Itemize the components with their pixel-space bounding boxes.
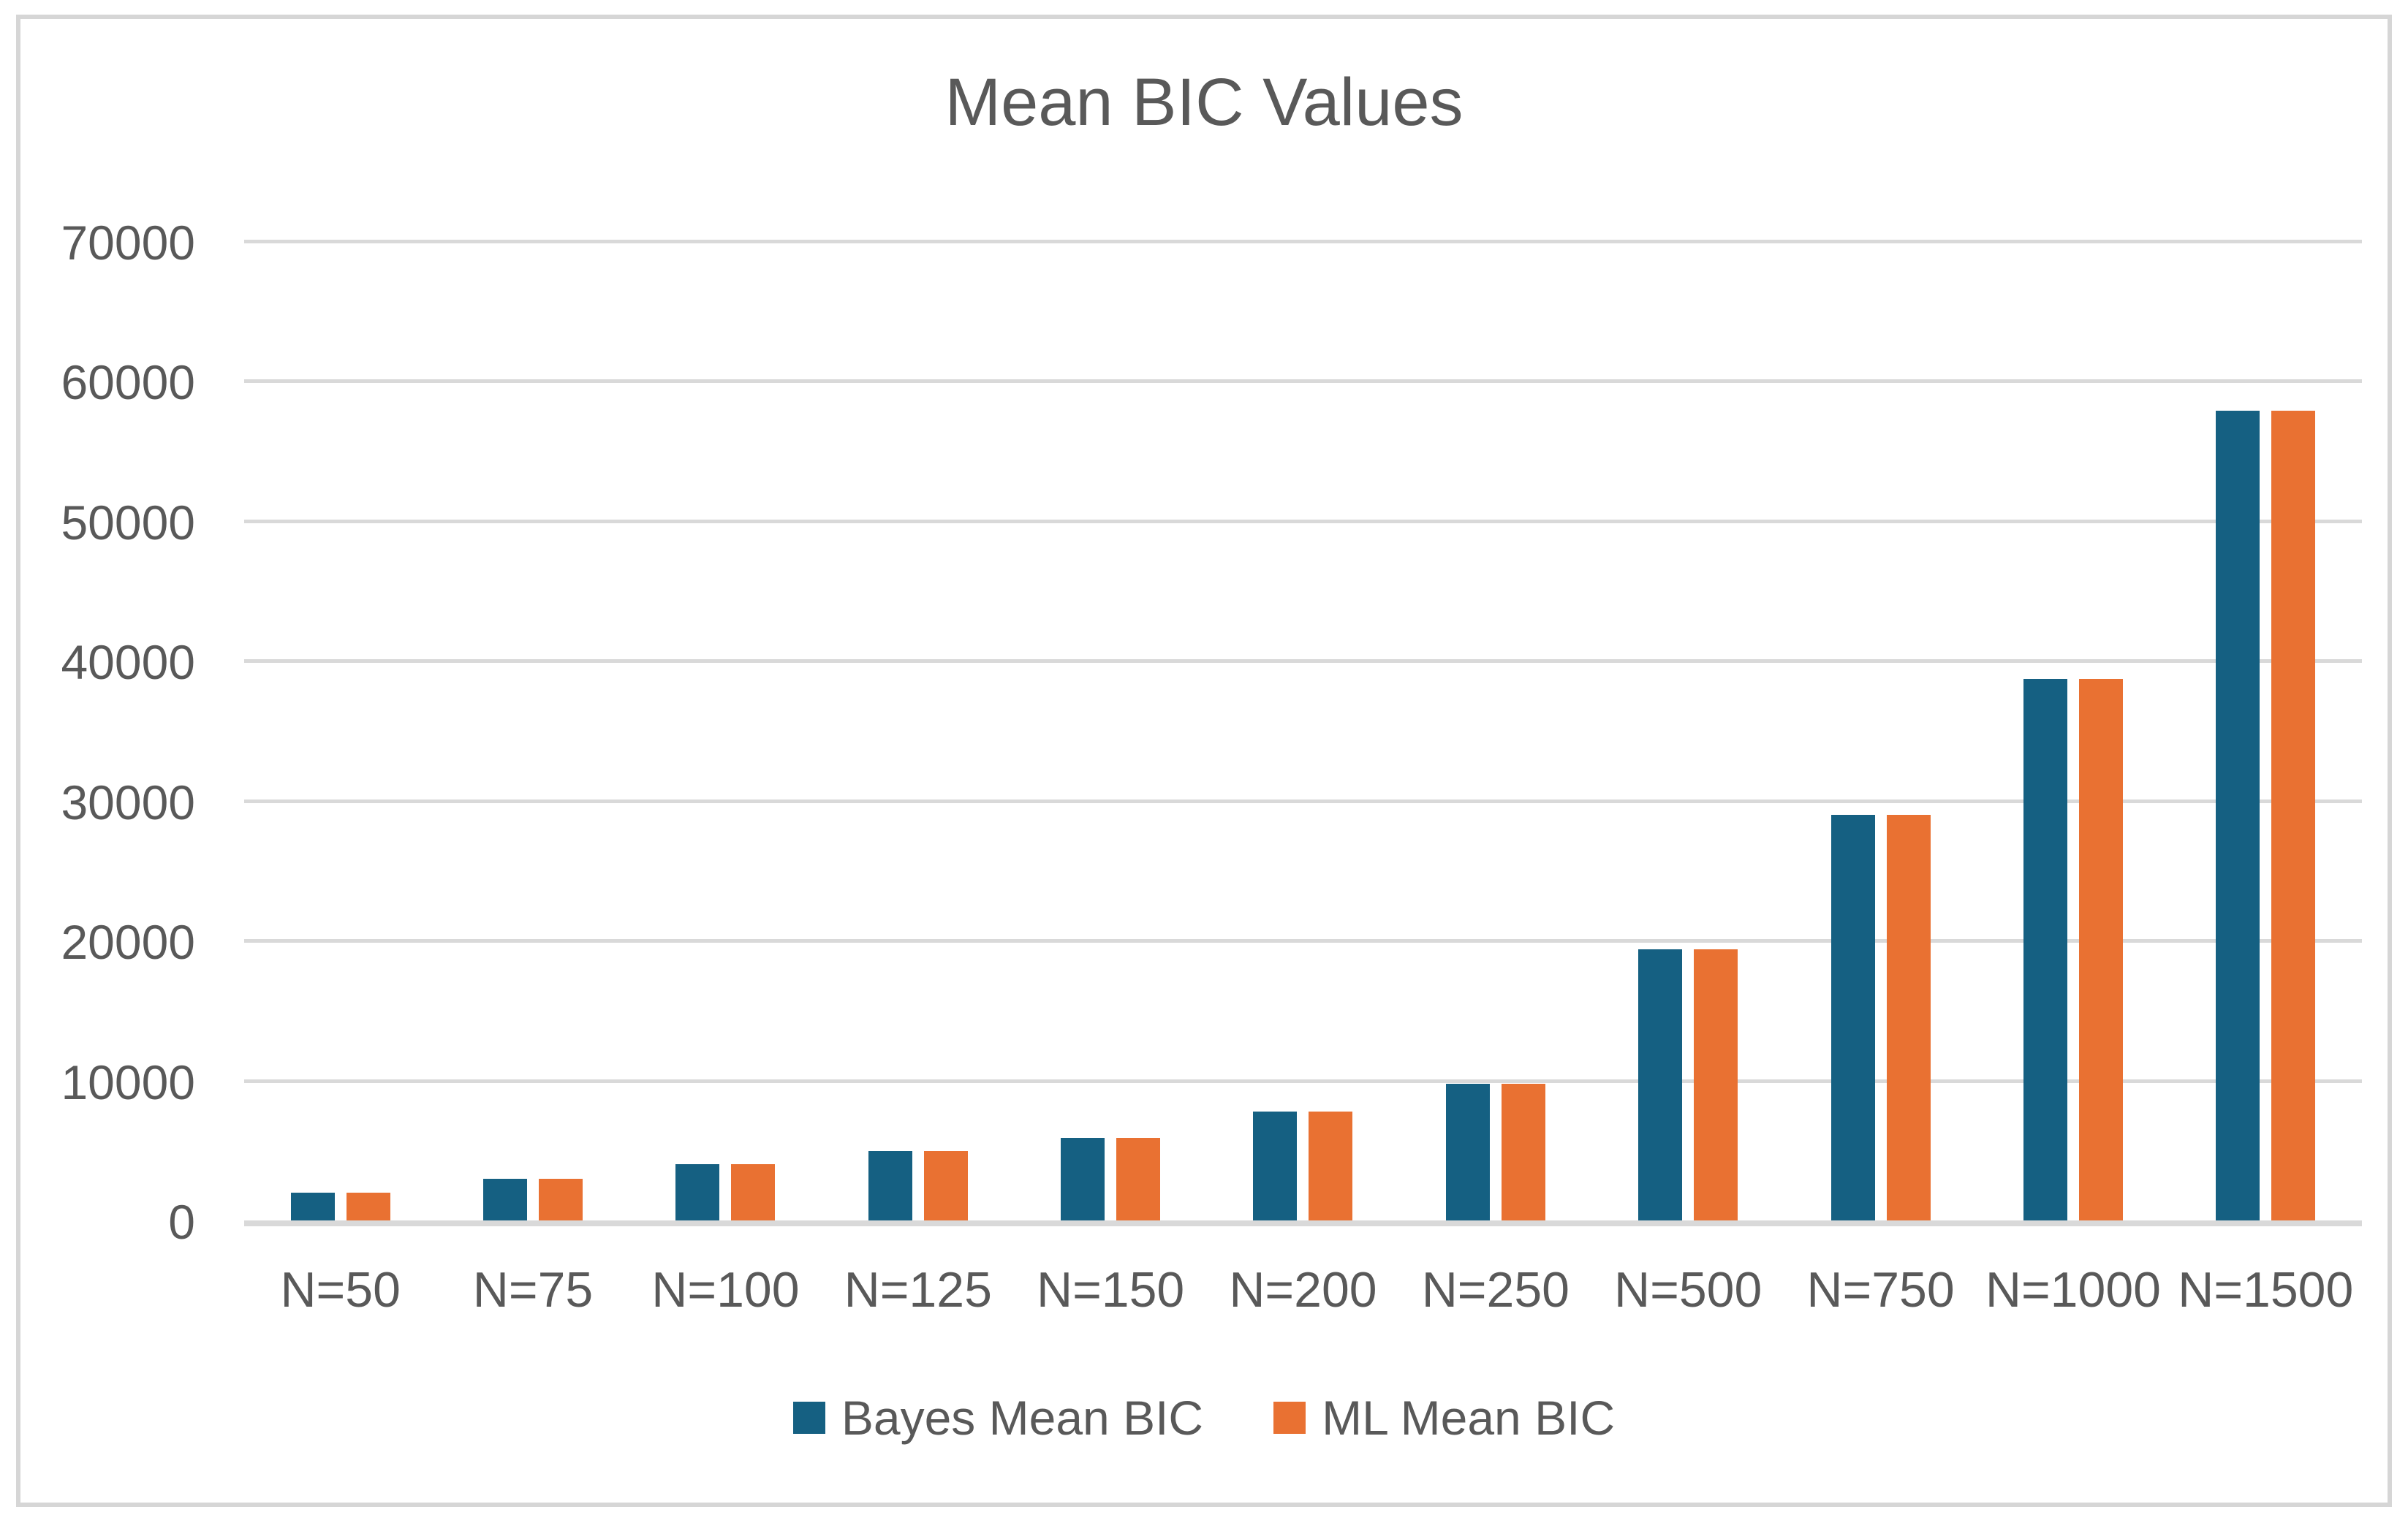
y-tick-label-40000: 40000: [61, 635, 195, 690]
gridline-60000: [244, 379, 2362, 384]
gridline-70000: [244, 240, 2362, 243]
bar-ml-mean-bic-N=150: [1116, 1138, 1161, 1220]
gridline-20000: [244, 939, 2362, 943]
bar-groups-container: [244, 241, 2362, 1220]
x-tick-label-N=150: N=150: [1036, 1262, 1185, 1318]
bar-ml-mean-bic-N=100: [731, 1164, 776, 1220]
bar-ml-mean-bic-N=75: [539, 1178, 583, 1220]
bar-group-N=125: [822, 241, 1014, 1220]
y-tick-label-50000: 50000: [61, 495, 195, 550]
bar-ml-mean-bic-N=750: [1886, 814, 1931, 1220]
bar-group-N=500: [1592, 241, 1784, 1220]
gridline-50000: [244, 519, 2362, 523]
bar-group-N=100: [629, 241, 822, 1220]
bar-bayes-mean-bic-N=750: [1830, 814, 1875, 1220]
bar-bayes-mean-bic-N=125: [868, 1151, 912, 1220]
bar-bayes-mean-bic-N=1000: [2023, 679, 2067, 1220]
bar-group-N=50: [244, 241, 436, 1220]
bar-bayes-mean-bic-N=500: [1638, 949, 1683, 1220]
bar-group-N=200: [1207, 241, 1399, 1220]
gridline-30000: [244, 799, 2362, 803]
bar-ml-mean-bic-N=250: [1501, 1084, 1545, 1220]
bar-group-N=1000: [1977, 241, 2169, 1220]
bar-bayes-mean-bic-N=75: [483, 1178, 528, 1220]
bar-ml-mean-bic-N=200: [1309, 1111, 1353, 1220]
bar-bayes-mean-bic-N=200: [1253, 1111, 1298, 1220]
bar-bayes-mean-bic-N=100: [675, 1164, 720, 1220]
chart-title: Mean BIC Values: [944, 65, 1464, 140]
bar-group-N=150: [1014, 241, 1206, 1220]
gridline-10000: [244, 1079, 2362, 1083]
y-tick-label-0: 0: [168, 1195, 195, 1249]
bar-group-N=75: [436, 241, 629, 1220]
x-axis-tick-labels: N=50 N=75 N=100 N=125 N=150 N=200 N=250 N=500 N=…: [244, 1261, 2362, 1318]
y-tick-label-20000: 20000: [61, 915, 195, 970]
y-tick-label-10000: 10000: [61, 1055, 195, 1109]
x-tick-label-N=750: N=750: [1806, 1262, 1955, 1318]
bar-bayes-mean-bic-N=250: [1445, 1084, 1490, 1220]
x-tick-label-N=75: N=75: [472, 1262, 594, 1318]
bar-group-N=750: [1784, 241, 1977, 1220]
legend-marker-icon: [1273, 1402, 1306, 1434]
bar-ml-mean-bic-N=125: [923, 1151, 968, 1220]
bar-ml-mean-bic-N=1500: [2271, 410, 2316, 1220]
chart-border-frame: [16, 15, 2392, 1507]
bar-bayes-mean-bic-N=150: [1061, 1138, 1105, 1220]
legend-item-ml-mean-bic: ML Mean BIC: [1273, 1390, 1615, 1446]
x-tick-label-N=250: N=250: [1421, 1262, 1570, 1318]
x-axis-baseline: [244, 1220, 2362, 1226]
bar-group-N=250: [1399, 241, 1591, 1220]
x-tick-label-N=50: N=50: [280, 1262, 401, 1318]
x-tick-label-N=500: N=500: [1614, 1262, 1763, 1318]
bar-ml-mean-bic-N=500: [1694, 949, 1738, 1220]
x-tick-label-N=200: N=200: [1229, 1262, 1377, 1318]
legend-label: ML Mean BIC: [1322, 1391, 1616, 1445]
y-tick-label-30000: 30000: [61, 775, 195, 829]
x-tick-label-N=125: N=125: [844, 1262, 992, 1318]
legend-marker-icon: [792, 1402, 825, 1434]
legend-item-bayes-mean-bic: Bayes Mean BIC: [792, 1390, 1204, 1446]
y-tick-label-70000: 70000: [61, 216, 195, 270]
x-tick-label-N=100: N=100: [651, 1262, 800, 1318]
plot-area: [244, 240, 2362, 1226]
bar-bayes-mean-bic-N=50: [290, 1192, 335, 1220]
bar-ml-mean-bic-N=50: [346, 1192, 390, 1220]
x-tick-label-N=1000: N=1000: [1985, 1262, 2161, 1318]
legend-label: Bayes Mean BIC: [841, 1391, 1204, 1445]
x-tick-label-N=1500: N=1500: [2178, 1262, 2354, 1318]
bar-group-N=1500: [2170, 241, 2362, 1220]
bar-bayes-mean-bic-N=1500: [2216, 410, 2260, 1220]
chart-legend: Bayes Mean BIC ML Mean BIC: [0, 1390, 2408, 1446]
y-tick-label-60000: 60000: [61, 355, 195, 410]
gridline-40000: [244, 659, 2362, 664]
bar-ml-mean-bic-N=1000: [2078, 679, 2123, 1220]
